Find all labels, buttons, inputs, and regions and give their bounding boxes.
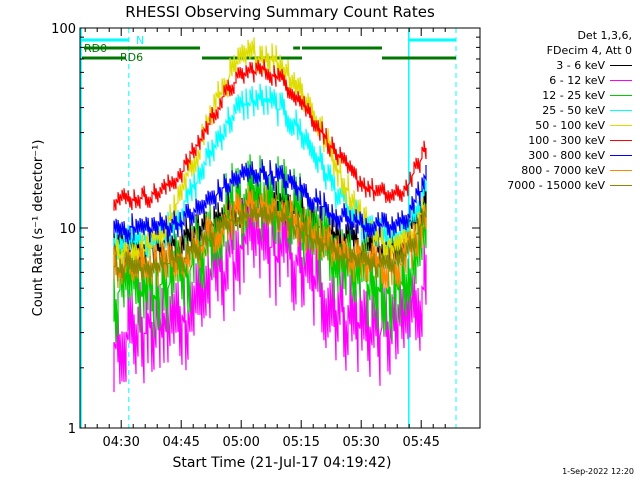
series-line xyxy=(113,59,427,211)
legend-swatch xyxy=(610,110,632,111)
annotation-rd0: RD0 xyxy=(84,42,107,55)
legend-item-label: 800 - 7000 keV xyxy=(521,164,605,177)
legend-item-label: 100 - 300 keV xyxy=(528,134,605,147)
x-axis: 04:30 04:45 05:00 05:15 05:30 05:45 xyxy=(84,28,446,450)
legend-item: 3 - 6 keV xyxy=(484,58,636,73)
y-tick-label: 1 xyxy=(68,422,76,437)
legend-item-label: 25 - 50 keV xyxy=(542,104,605,117)
y-axis: 1 10 100 xyxy=(51,22,480,437)
x-tick-label: 04:45 xyxy=(162,435,199,450)
series-line xyxy=(113,37,427,271)
legend-swatch xyxy=(610,140,632,141)
legend-item: 7000 - 15000 keV xyxy=(484,178,636,193)
x-tick-label: 04:30 xyxy=(102,435,139,450)
legend-item: 800 - 7000 keV xyxy=(484,163,636,178)
y-tick-label: 100 xyxy=(51,22,76,37)
legend-item-label: 50 - 100 keV xyxy=(535,119,605,132)
legend-swatch xyxy=(610,95,632,96)
annotation-n: N xyxy=(136,34,144,47)
legend-swatch xyxy=(610,185,632,186)
legend-item: 6 - 12 keV xyxy=(484,73,636,88)
legend-swatch xyxy=(610,170,632,171)
x-tick-label: 05:00 xyxy=(222,435,259,450)
y-axis-label: Count Rate (s⁻¹ detector⁻¹) xyxy=(31,140,46,317)
x-tick-label: 05:15 xyxy=(282,435,319,450)
legend-swatch xyxy=(610,155,632,156)
legend-item-label: 300 - 800 keV xyxy=(528,149,605,162)
legend-info-line-1: Det 1,3,6, xyxy=(577,29,632,42)
legend-item: 25 - 50 keV xyxy=(484,103,636,118)
x-tick-label: 05:45 xyxy=(402,435,439,450)
legend-item: 50 - 100 keV xyxy=(484,118,636,133)
legend-item-label: 3 - 6 keV xyxy=(556,59,605,72)
series-line xyxy=(113,154,427,343)
legend-swatch xyxy=(610,65,632,66)
series-line xyxy=(113,159,427,244)
legend-swatch xyxy=(610,80,632,81)
chart-title: RHESSI Observing Summary Count Rates xyxy=(125,3,435,21)
legend-item: 100 - 300 keV xyxy=(484,133,636,148)
footer-date: 1-Sep-2022 12:20 xyxy=(562,467,634,476)
legend-item: 300 - 800 keV xyxy=(484,148,636,163)
legend-item-label: 6 - 12 keV xyxy=(549,74,605,87)
annotation-rd6: RD6 xyxy=(120,51,143,64)
legend-info-line-2: FDecim 4, Att 0 xyxy=(546,44,632,57)
legend-item-label: 12 - 25 keV xyxy=(542,89,605,102)
legend-swatch xyxy=(610,125,632,126)
legend-item: 12 - 25 keV xyxy=(484,88,636,103)
x-tick-label: 05:30 xyxy=(342,435,379,450)
series-line xyxy=(113,201,427,282)
y-tick-label: 10 xyxy=(59,222,76,237)
series-layer xyxy=(113,37,427,393)
legend-item-label: 7000 - 15000 keV xyxy=(507,179,605,192)
legend: Det 1,3,6, FDecim 4, Att 0 3 - 6 keV 6 - … xyxy=(484,28,636,193)
x-axis-label: Start Time (21-Jul-17 04:19:42) xyxy=(172,455,391,471)
